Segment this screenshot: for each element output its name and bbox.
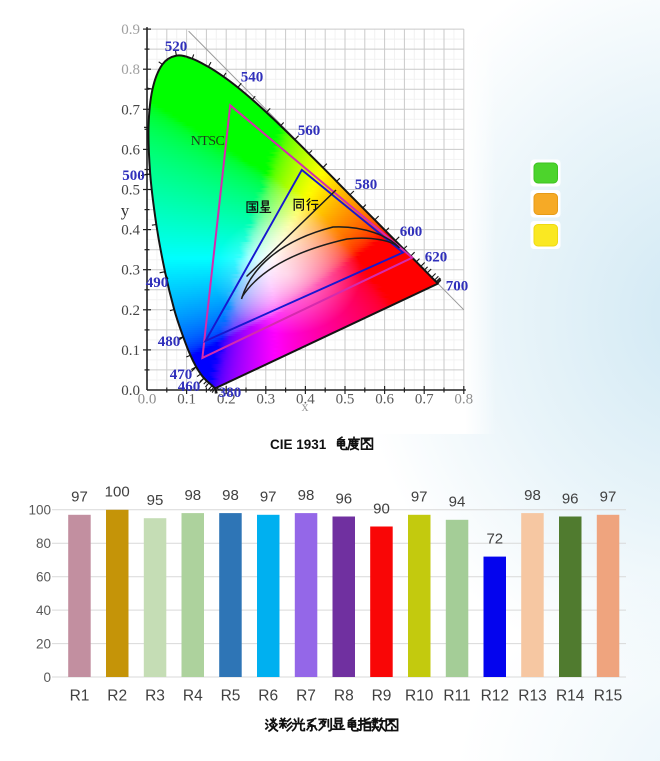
svg-text:0.9: 0.9 (121, 22, 140, 38)
svg-text:R5: R5 (221, 688, 241, 705)
svg-text:94: 94 (449, 494, 466, 511)
svg-text:y: y (121, 201, 130, 220)
svg-text:98: 98 (298, 487, 315, 504)
svg-text:R1: R1 (70, 688, 90, 705)
svg-text:97: 97 (600, 489, 617, 506)
svg-text:0.1: 0.1 (121, 343, 140, 359)
svg-text:0: 0 (43, 670, 51, 685)
svg-text:0.2: 0.2 (217, 392, 236, 408)
svg-text:R11: R11 (443, 688, 470, 705)
svg-text:0.6: 0.6 (375, 392, 394, 408)
svg-text:R15: R15 (594, 688, 622, 705)
svg-text:0.5: 0.5 (336, 392, 355, 408)
svg-text:0.3: 0.3 (121, 263, 140, 279)
svg-text:x: x (302, 400, 309, 415)
svg-text:380: 380 (219, 385, 242, 401)
svg-text:97: 97 (260, 489, 277, 506)
svg-text:R4: R4 (183, 688, 203, 705)
svg-text:500: 500 (122, 168, 145, 184)
svg-text:460: 460 (178, 379, 201, 395)
svg-text:95: 95 (147, 492, 164, 509)
svg-text:NTSC: NTSC (191, 134, 225, 149)
svg-text:490: 490 (146, 275, 169, 291)
svg-text:470: 470 (170, 367, 193, 383)
svg-text:80: 80 (36, 536, 51, 551)
svg-text:R3: R3 (145, 688, 165, 705)
svg-text:0.8: 0.8 (121, 62, 140, 78)
svg-text:96: 96 (335, 490, 352, 507)
svg-text:0.4: 0.4 (121, 223, 140, 239)
svg-text:100: 100 (105, 484, 130, 501)
svg-text:CIE 1931: CIE 1931 (270, 437, 327, 452)
svg-text:0.4: 0.4 (296, 392, 315, 408)
svg-text:98: 98 (524, 487, 541, 504)
svg-text:0.6: 0.6 (121, 142, 140, 158)
svg-text:600: 600 (400, 224, 423, 240)
svg-text:520: 520 (165, 39, 188, 55)
svg-text:560: 560 (298, 123, 321, 139)
svg-text:0.1: 0.1 (177, 392, 196, 408)
svg-text:0.5: 0.5 (121, 183, 140, 199)
svg-text:R13: R13 (518, 688, 546, 705)
svg-text:97: 97 (411, 489, 428, 506)
svg-text:R6: R6 (258, 688, 278, 705)
svg-text:0.2: 0.2 (121, 303, 140, 319)
svg-text:R7: R7 (296, 688, 316, 705)
svg-text:0.7: 0.7 (121, 102, 140, 118)
svg-text:96: 96 (562, 490, 579, 507)
svg-text:700: 700 (446, 279, 469, 295)
svg-text:90: 90 (373, 500, 390, 517)
svg-text:40: 40 (36, 603, 51, 618)
svg-text:60: 60 (36, 570, 51, 585)
svg-text:0.7: 0.7 (415, 392, 434, 408)
svg-text:580: 580 (355, 177, 378, 193)
svg-text:R14: R14 (556, 688, 585, 705)
svg-text:540: 540 (241, 70, 264, 86)
svg-text:0.0: 0.0 (121, 383, 140, 399)
svg-text:R10: R10 (405, 688, 434, 705)
svg-text:480: 480 (158, 334, 181, 350)
svg-text:20: 20 (36, 636, 51, 651)
svg-text:100: 100 (28, 503, 51, 518)
svg-text:98: 98 (222, 487, 239, 504)
svg-text:R12: R12 (481, 688, 509, 705)
svg-text:98: 98 (184, 487, 201, 504)
svg-text:R8: R8 (334, 688, 354, 705)
svg-text:97: 97 (71, 489, 88, 506)
svg-text:0.3: 0.3 (256, 392, 275, 408)
svg-text:0.8: 0.8 (454, 392, 473, 408)
svg-text:0.0: 0.0 (138, 392, 157, 408)
svg-text:R9: R9 (372, 688, 392, 705)
svg-text:620: 620 (425, 250, 448, 266)
svg-text:72: 72 (486, 530, 503, 547)
svg-text:R2: R2 (107, 688, 127, 705)
